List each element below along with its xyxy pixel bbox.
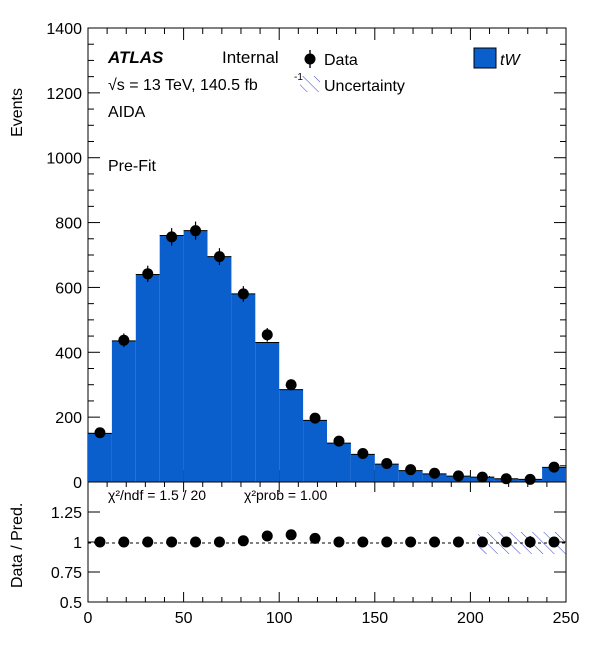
ratio-points [94, 529, 560, 548]
ratio-y-axis-label: Data / Pred. [9, 503, 26, 588]
data-point [94, 427, 106, 439]
data-point [548, 461, 560, 473]
ratio-point [190, 536, 202, 548]
tw-bar [88, 433, 112, 482]
ratio-point [500, 536, 512, 548]
data-point [357, 447, 369, 459]
data-point [429, 467, 441, 479]
ratio-point [524, 536, 536, 548]
legend: Data Uncertainty tW [300, 47, 521, 95]
y-tick-label: 0 [73, 475, 82, 492]
data-point [381, 458, 393, 470]
chi2-prob-label: χ²prob = 1.00 [244, 487, 327, 503]
tw-bar [255, 342, 280, 482]
tw-histogram [88, 230, 566, 482]
data-point [237, 288, 249, 300]
data-point [261, 329, 273, 341]
region-label: AIDA [108, 104, 146, 121]
internal-label: Internal [222, 48, 279, 67]
tw-bar [350, 454, 375, 482]
ratio-point [309, 532, 321, 544]
legend-uncertainty-label: Uncertainty [324, 78, 405, 95]
tw-bar [183, 230, 208, 482]
tw-bar [207, 256, 232, 482]
ratio-point [476, 536, 488, 548]
x-tick-label: 0 [84, 610, 93, 627]
ratio-point [118, 536, 130, 548]
x-tick-labels: 0 50 100 150 200 250 [84, 610, 580, 627]
ratio-point [548, 536, 560, 548]
ratio-point [166, 536, 178, 548]
data-point [524, 473, 536, 485]
ratio-point [94, 536, 106, 548]
y-tick-label: 600 [55, 280, 82, 297]
tw-bar [135, 274, 160, 482]
ratio-y-tick-label: 1 [73, 535, 82, 552]
ratio-point [213, 536, 225, 548]
ratio-y-tick-label: 1.25 [51, 505, 82, 522]
ratio-point [333, 536, 345, 548]
data-point [118, 334, 130, 346]
ratio-point [405, 536, 417, 548]
chi2-label: χ²/ndf = 1.5 / 20 [108, 487, 206, 503]
data-point [405, 464, 417, 476]
x-tick-label: 100 [266, 610, 293, 627]
y-tick-label: 800 [55, 216, 82, 233]
ratio-point [357, 536, 369, 548]
data-points [94, 221, 560, 485]
ratio-y-tick-label: 0.75 [51, 565, 82, 582]
data-point [309, 412, 321, 424]
lumi-exponent: -1 [294, 72, 303, 83]
ratio-point [142, 536, 154, 548]
tw-bar [279, 389, 304, 482]
data-point [452, 470, 464, 482]
atlas-label: ATLAS [107, 48, 164, 67]
tw-bar [542, 467, 566, 482]
data-point [333, 435, 345, 447]
tw-bar [159, 235, 184, 482]
fit-stage-label: Pre-Fit [108, 158, 157, 175]
data-point [213, 251, 225, 263]
legend-tw-swatch [473, 47, 497, 69]
y-tick-label: 400 [55, 345, 82, 362]
x-tick-label: 250 [553, 610, 580, 627]
ratio-point [285, 529, 297, 541]
y-tick-labels: 0 200 400 600 800 1000 1200 1400 [46, 21, 82, 492]
data-point [142, 268, 154, 280]
legend-data-label: Data [324, 52, 358, 69]
x-tick-label: 50 [175, 610, 193, 627]
data-point [166, 231, 178, 243]
data-point [500, 473, 512, 485]
tw-bar [374, 464, 399, 482]
y-tick-label: 1400 [46, 21, 82, 38]
y-axis-label: Events [9, 88, 26, 137]
tw-bar [231, 293, 256, 482]
ratio-point [429, 536, 441, 548]
y-tick-label: 200 [55, 410, 82, 427]
ratio-point [381, 536, 393, 548]
tw-bar [303, 420, 327, 482]
ratio-axis-ticks [87, 482, 567, 603]
tw-bar [327, 443, 351, 482]
tw-bar [398, 470, 423, 482]
legend-data-marker [304, 53, 316, 65]
y-tick-label: 1200 [46, 86, 82, 103]
ratio-y-tick-label: 0.5 [60, 595, 82, 612]
ratio-point [452, 536, 464, 548]
ratio-y-tick-labels: 0.5 0.75 1 1.25 [51, 505, 82, 612]
x-tick-label: 150 [361, 610, 388, 627]
tw-bar [111, 340, 136, 482]
ratio-point [237, 535, 249, 547]
legend-tw-label: tW [500, 52, 521, 69]
legend-uncertainty-swatch [300, 76, 320, 92]
x-tick-label: 200 [457, 610, 484, 627]
ratio-point [261, 530, 273, 542]
data-point [476, 471, 488, 483]
data-point [190, 225, 202, 237]
data-point [285, 379, 297, 391]
energy-lumi-label: √s = 13 TeV, 140.5 fb [108, 77, 258, 94]
y-tick-label: 1000 [46, 151, 82, 168]
